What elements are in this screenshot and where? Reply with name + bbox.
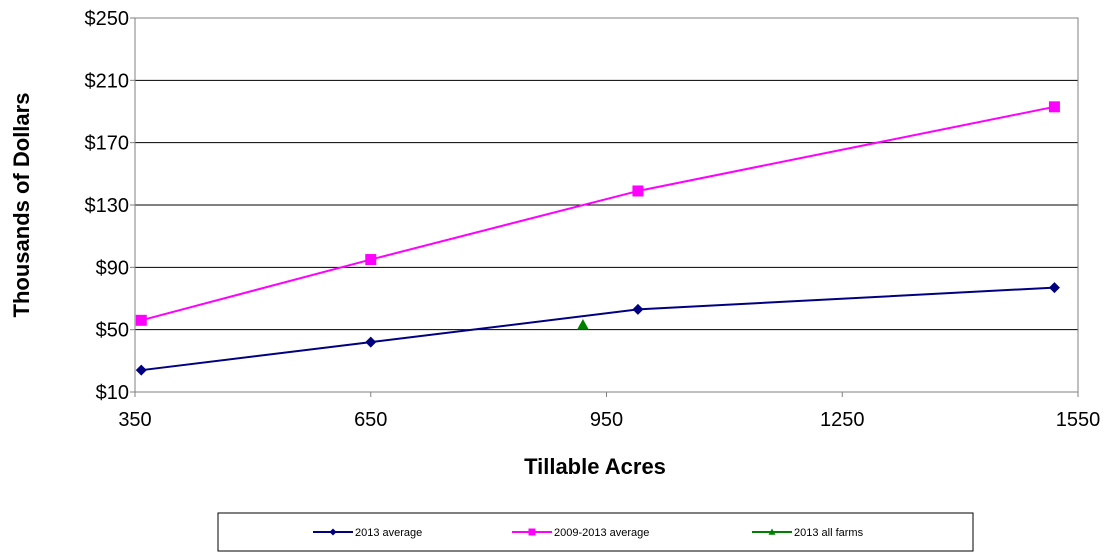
y-tick-label: $170 [85, 133, 130, 155]
series-line [141, 105, 1055, 322]
y-tick-label: $90 [96, 257, 129, 279]
data-point [365, 336, 377, 348]
legend-item: 2013 all farms [752, 527, 864, 539]
data-point [1048, 101, 1060, 113]
series-2 [576, 318, 589, 330]
y-axis-title: Thousands of Dollars [9, 93, 34, 318]
data-point [632, 185, 644, 197]
y-tick-label: $250 [85, 8, 130, 30]
x-tick-label: 1550 [1056, 409, 1101, 431]
y-tick-label: $210 [85, 70, 130, 92]
legend-marker [528, 528, 536, 536]
grid-lines [135, 79, 1078, 331]
y-tick-label: $130 [85, 195, 130, 217]
data-point [365, 254, 377, 266]
data-point [135, 364, 147, 376]
data-point [1048, 282, 1060, 294]
legend-label: 2009-2013 average [554, 527, 649, 539]
y-axis: $10 $50 $90 $130 $170 $210 $250 [85, 8, 135, 404]
y-tick-label: $50 [96, 320, 129, 342]
series-1 [135, 101, 1060, 326]
x-axis-title: Tillable Acres [524, 454, 666, 479]
legend-marker [768, 528, 776, 535]
legend-item: 2009-2013 average [512, 527, 649, 539]
legend-item: 2013 average [313, 527, 422, 539]
series-line [141, 286, 1055, 372]
series-layer [135, 101, 1060, 376]
data-point [135, 314, 147, 326]
data-point [632, 303, 644, 315]
legend-label: 2013 all farms [794, 527, 864, 539]
x-tick-label: 950 [590, 409, 623, 431]
x-tick-label: 650 [354, 409, 387, 431]
legend-marker [329, 528, 337, 536]
data-point [576, 318, 589, 330]
y-tick-label: $10 [96, 382, 129, 404]
x-tick-label: 1250 [820, 409, 865, 431]
x-tick-label: 350 [118, 409, 151, 431]
series-0 [135, 282, 1060, 376]
legend: 2013 average 2009-2013 average 2013 all fa… [217, 512, 974, 552]
x-axis: 350 650 950 1250 1550 [118, 392, 1100, 431]
legend-label: 2013 average [355, 527, 422, 539]
